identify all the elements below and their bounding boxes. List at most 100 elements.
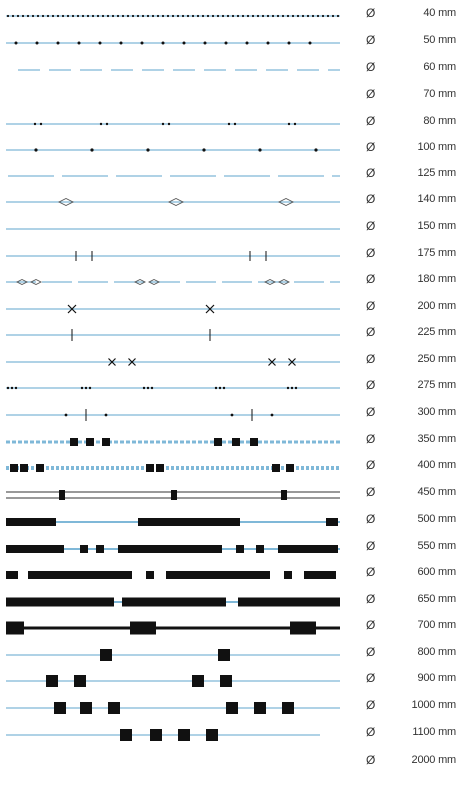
legend-row: Ø 1000 mm bbox=[0, 695, 459, 721]
line-pattern-bars-with-blocks bbox=[6, 545, 340, 553]
diameter-symbol: Ø bbox=[366, 87, 376, 101]
pipe-size-label: 1100 mm bbox=[412, 726, 456, 738]
pipe-size-label: 180 mm bbox=[417, 273, 456, 285]
line-pattern-triple-square-large bbox=[6, 702, 340, 714]
diameter-symbol: Ø bbox=[366, 485, 376, 499]
line-pattern-long-bars bbox=[6, 518, 340, 526]
legend-row: Ø 175 mm bbox=[0, 243, 459, 269]
line-pattern-triple-dot bbox=[6, 386, 340, 390]
line-pattern-diamond bbox=[6, 197, 340, 207]
line-pattern-line-dots bbox=[6, 41, 340, 45]
line-pattern-single-dot bbox=[6, 148, 340, 152]
line-pattern-thick-bar bbox=[6, 597, 340, 607]
diameter-symbol: Ø bbox=[366, 592, 376, 606]
line-pattern-x-mark bbox=[6, 304, 340, 314]
legend-row: Ø 50 mm bbox=[0, 30, 459, 56]
line-pattern-dot-plus-dot bbox=[6, 409, 340, 421]
line-pattern-plain bbox=[6, 228, 340, 230]
legend-row: Ø 700 mm bbox=[0, 615, 459, 641]
pipe-size-label: 250 mm bbox=[417, 353, 456, 365]
pipe-size-label: 50 mm bbox=[423, 34, 456, 46]
diameter-symbol: Ø bbox=[366, 698, 376, 712]
line-pattern-double-line-tick bbox=[6, 490, 340, 500]
diameter-symbol: Ø bbox=[366, 378, 376, 392]
pipe-size-label: 650 mm bbox=[417, 593, 456, 605]
diameter-symbol: Ø bbox=[366, 671, 376, 685]
legend-row: Ø 650 mm bbox=[0, 589, 459, 615]
legend-row: Ø 1100 mm bbox=[0, 722, 459, 748]
legend-row: Ø 600 mm bbox=[0, 562, 459, 588]
line-pattern-none bbox=[0, 750, 345, 776]
pipe-size-label: 300 mm bbox=[417, 406, 456, 418]
pipe-size-label: 150 mm bbox=[417, 220, 456, 232]
pipe-size-label: 100 mm bbox=[417, 141, 456, 153]
diameter-symbol: Ø bbox=[366, 33, 376, 47]
pipe-size-label: 40 mm bbox=[423, 7, 456, 19]
diameter-symbol: Ø bbox=[366, 725, 376, 739]
diameter-symbol: Ø bbox=[366, 219, 376, 233]
pipe-size-label: 225 mm bbox=[417, 326, 456, 338]
legend-row: Ø 150 mm bbox=[0, 216, 459, 242]
pipe-size-label: 275 mm bbox=[417, 379, 456, 391]
line-pattern-double-square bbox=[6, 675, 340, 687]
legend-row: Ø 2000 mm bbox=[0, 750, 459, 776]
diameter-symbol: Ø bbox=[366, 405, 376, 419]
legend-row: Ø 80 mm bbox=[0, 111, 459, 137]
diameter-symbol: Ø bbox=[366, 753, 376, 767]
legend-row: Ø 125 mm bbox=[0, 163, 459, 189]
line-pattern-long-dash bbox=[8, 175, 340, 177]
diameter-symbol: Ø bbox=[366, 246, 376, 260]
line-pattern-double-x bbox=[6, 358, 340, 366]
legend-row: Ø 140 mm bbox=[0, 189, 459, 215]
legend-row: Ø 350 mm bbox=[0, 429, 459, 455]
line-pattern-single-square bbox=[6, 649, 340, 661]
diameter-symbol: Ø bbox=[366, 60, 376, 74]
line-pattern-quad-square bbox=[6, 729, 320, 741]
pipe-size-label: 175 mm bbox=[417, 247, 456, 259]
pipe-size-label: 350 mm bbox=[417, 433, 456, 445]
pipe-size-label: 450 mm bbox=[417, 486, 456, 498]
legend-row: Ø 60 mm bbox=[0, 57, 459, 83]
diameter-symbol: Ø bbox=[366, 114, 376, 128]
diameter-symbol: Ø bbox=[366, 166, 376, 180]
diameter-symbol: Ø bbox=[366, 565, 376, 579]
legend-row: Ø 180 mm bbox=[0, 269, 459, 295]
legend-row: Ø 550 mm bbox=[0, 536, 459, 562]
line-pattern-blank bbox=[0, 84, 345, 110]
line-pattern-double-diamond bbox=[6, 278, 340, 286]
diameter-symbol: Ø bbox=[366, 458, 376, 472]
line-pattern-heavy-double bbox=[6, 464, 340, 472]
legend-row: Ø 200 mm bbox=[0, 296, 459, 322]
line-pattern-plus-mark bbox=[6, 329, 340, 341]
pipe-size-label: 550 mm bbox=[417, 540, 456, 552]
legend-row: Ø 800 mm bbox=[0, 642, 459, 668]
diameter-symbol: Ø bbox=[366, 272, 376, 286]
pipe-size-label: 2000 mm bbox=[411, 754, 457, 766]
pipe-size-label: 200 mm bbox=[417, 300, 456, 312]
line-pattern-dashes bbox=[18, 69, 340, 71]
legend-row: Ø 100 mm bbox=[0, 137, 459, 163]
line-pattern-solid-blocks bbox=[6, 571, 336, 579]
diameter-symbol: Ø bbox=[366, 140, 376, 154]
legend-row: Ø 300 mm bbox=[0, 402, 459, 428]
legend-row: Ø 500 mm bbox=[0, 509, 459, 535]
pipe-size-label: 80 mm bbox=[423, 115, 456, 127]
pipe-size-label: 800 mm bbox=[417, 646, 456, 658]
line-pattern-double-dots bbox=[6, 122, 340, 126]
diameter-symbol: Ø bbox=[366, 512, 376, 526]
diameter-symbol: Ø bbox=[366, 645, 376, 659]
pipe-size-label: 140 mm bbox=[417, 193, 456, 205]
pipe-size-label: 500 mm bbox=[417, 513, 456, 525]
legend-row: Ø 250 mm bbox=[0, 349, 459, 375]
line-pattern-bar-segments bbox=[6, 621, 340, 635]
diameter-symbol: Ø bbox=[366, 299, 376, 313]
pipe-size-label: 700 mm bbox=[417, 619, 456, 631]
legend-row: Ø 225 mm bbox=[0, 322, 459, 348]
diameter-symbol: Ø bbox=[366, 618, 376, 632]
legend-row: Ø 275 mm bbox=[0, 375, 459, 401]
line-pattern-double-cross bbox=[6, 251, 340, 261]
diameter-symbol: Ø bbox=[366, 539, 376, 553]
pipe-size-label: 60 mm bbox=[423, 61, 456, 73]
diameter-symbol: Ø bbox=[366, 352, 376, 366]
